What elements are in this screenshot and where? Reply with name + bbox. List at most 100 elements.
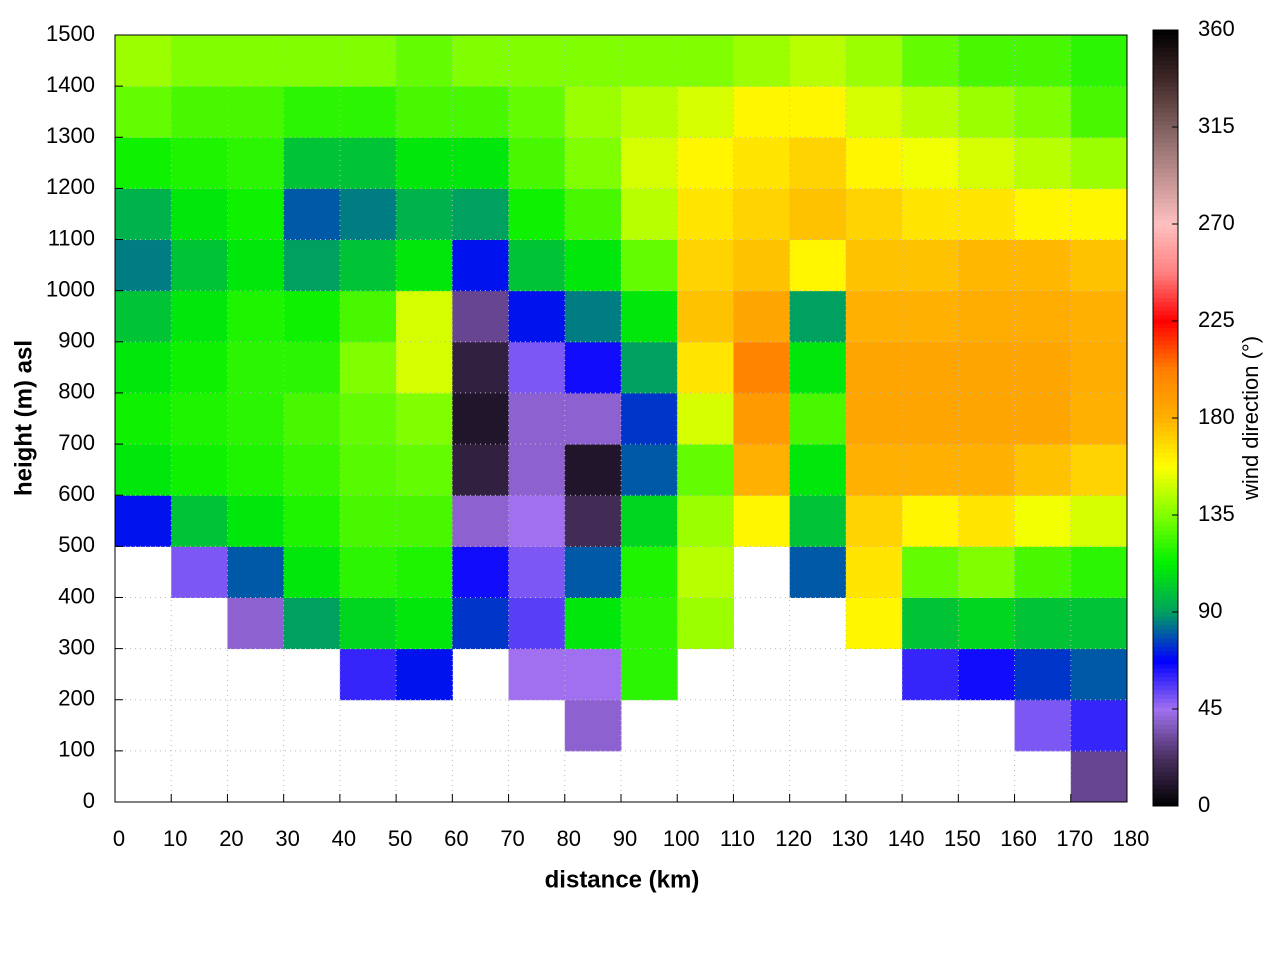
colorbar-swatch — [1153, 340, 1178, 346]
heatmap-cell — [621, 341, 678, 394]
colorbar-swatch — [1153, 163, 1178, 169]
colorbar-swatch — [1153, 629, 1178, 635]
heatmap-cell — [508, 648, 566, 701]
heatmap-cell — [564, 495, 622, 547]
colorbar-swatch — [1153, 439, 1178, 445]
colorbar-swatch — [1153, 612, 1178, 617]
colorbar-swatch — [1153, 215, 1178, 221]
y-axis-label: height (m) asl — [10, 340, 37, 496]
y-tick-label: 1500 — [46, 21, 95, 46]
colorbar-swatch — [1153, 568, 1178, 574]
heatmap-cell — [452, 495, 510, 547]
heatmap-cell — [845, 86, 903, 138]
heatmap-cell — [452, 546, 510, 598]
colorbar-swatch — [1153, 254, 1178, 259]
heatmap-cell — [902, 137, 959, 189]
colorbar-swatch — [1153, 676, 1178, 682]
heatmap-cell — [1070, 392, 1127, 445]
heatmap-cell — [564, 648, 622, 701]
heatmap-cell — [1014, 546, 1072, 598]
heatmap-cell — [564, 86, 622, 138]
heatmap-cell — [845, 239, 903, 292]
colorbar-swatch — [1153, 124, 1178, 130]
heatmap-cell — [564, 444, 622, 496]
colorbar-tick-label: 225 — [1198, 307, 1235, 332]
colorbar-swatch — [1153, 206, 1178, 212]
heatmap-cell — [845, 35, 903, 87]
heatmap-cell — [171, 239, 228, 292]
x-tick-label: 10 — [163, 826, 187, 851]
x-tick-label: 80 — [557, 826, 581, 851]
colorbar-swatch — [1153, 702, 1178, 708]
colorbar-swatch — [1153, 724, 1178, 729]
colorbar-swatch — [1153, 465, 1178, 471]
heatmap-cell — [1014, 86, 1072, 138]
plot-frame — [114, 34, 1128, 803]
heatmap-cell — [227, 597, 285, 650]
heatmap-cell — [1070, 239, 1127, 292]
colorbar-swatch — [1153, 788, 1178, 794]
heatmap-cell — [677, 290, 734, 343]
heatmap-cell — [396, 444, 453, 496]
heatmap-cell — [396, 239, 453, 292]
heatmap-cell — [452, 392, 510, 445]
colorbar-swatch — [1153, 374, 1178, 380]
colorbar-tick-label: 45 — [1198, 695, 1222, 720]
colorbar-swatch — [1153, 422, 1178, 428]
heatmap-cell — [677, 392, 734, 445]
x-tick-label: 180 — [1113, 826, 1150, 851]
colorbar-swatch — [1153, 775, 1178, 781]
y-tick-label: 500 — [58, 532, 95, 557]
x-tick-label: 160 — [1000, 826, 1037, 851]
heatmap-cell — [564, 35, 622, 87]
colorbar-swatch — [1153, 185, 1178, 191]
colorbar-swatch — [1153, 228, 1178, 234]
heatmap-cell — [677, 239, 734, 292]
heatmap-cell — [396, 188, 453, 241]
colorbar-swatch — [1153, 111, 1178, 117]
colorbar-swatch — [1153, 452, 1178, 458]
heatmap-cell — [845, 597, 903, 650]
colorbar-swatch — [1153, 323, 1178, 328]
colorbar-swatch — [1153, 762, 1178, 768]
heatmap-cell — [958, 495, 1016, 547]
y-tick-label: 1300 — [46, 123, 95, 148]
colorbar-swatch — [1153, 547, 1178, 553]
heatmap-cell — [958, 341, 1016, 394]
heatmap-cell — [283, 86, 341, 138]
colorbar-swatch — [1153, 607, 1178, 613]
heatmap-cell — [677, 597, 734, 650]
heatmap-cell — [733, 444, 791, 496]
colorbar-swatch — [1153, 650, 1178, 656]
colorbar-swatch — [1153, 672, 1178, 678]
heatmap-cell — [733, 290, 791, 343]
colorbar-swatch — [1153, 581, 1178, 587]
heatmap-cell — [564, 188, 622, 241]
heatmap-cell — [508, 239, 566, 292]
colorbar-swatch — [1153, 284, 1178, 290]
colorbar-swatch — [1153, 38, 1178, 44]
colorbar-swatch — [1153, 659, 1178, 665]
colorbar-swatch — [1153, 198, 1178, 203]
heatmap-cell — [902, 86, 959, 138]
heatmap-cell — [115, 392, 172, 445]
heatmap-cell — [1014, 239, 1072, 292]
heatmap-cell — [958, 648, 1016, 701]
colorbar-swatch — [1153, 142, 1178, 147]
heatmap-cell — [115, 86, 172, 138]
colorbar-swatch — [1153, 482, 1178, 488]
colorbar-swatch — [1153, 784, 1178, 790]
colorbar-swatch — [1153, 599, 1178, 604]
colorbar-swatch — [1153, 34, 1178, 40]
y-tick-label: 300 — [58, 634, 95, 659]
heatmap-cell — [1070, 495, 1127, 547]
heatmap-cell — [845, 188, 903, 241]
colorbar-swatch — [1153, 771, 1178, 777]
colorbar-swatch — [1153, 504, 1178, 510]
heatmap-cell — [564, 546, 622, 598]
heatmap-cell — [452, 341, 510, 394]
colorbar-swatch — [1153, 508, 1178, 514]
colorbar-swatch — [1153, 318, 1178, 324]
heatmap-cell — [339, 495, 397, 547]
colorbar-swatch — [1153, 741, 1178, 747]
